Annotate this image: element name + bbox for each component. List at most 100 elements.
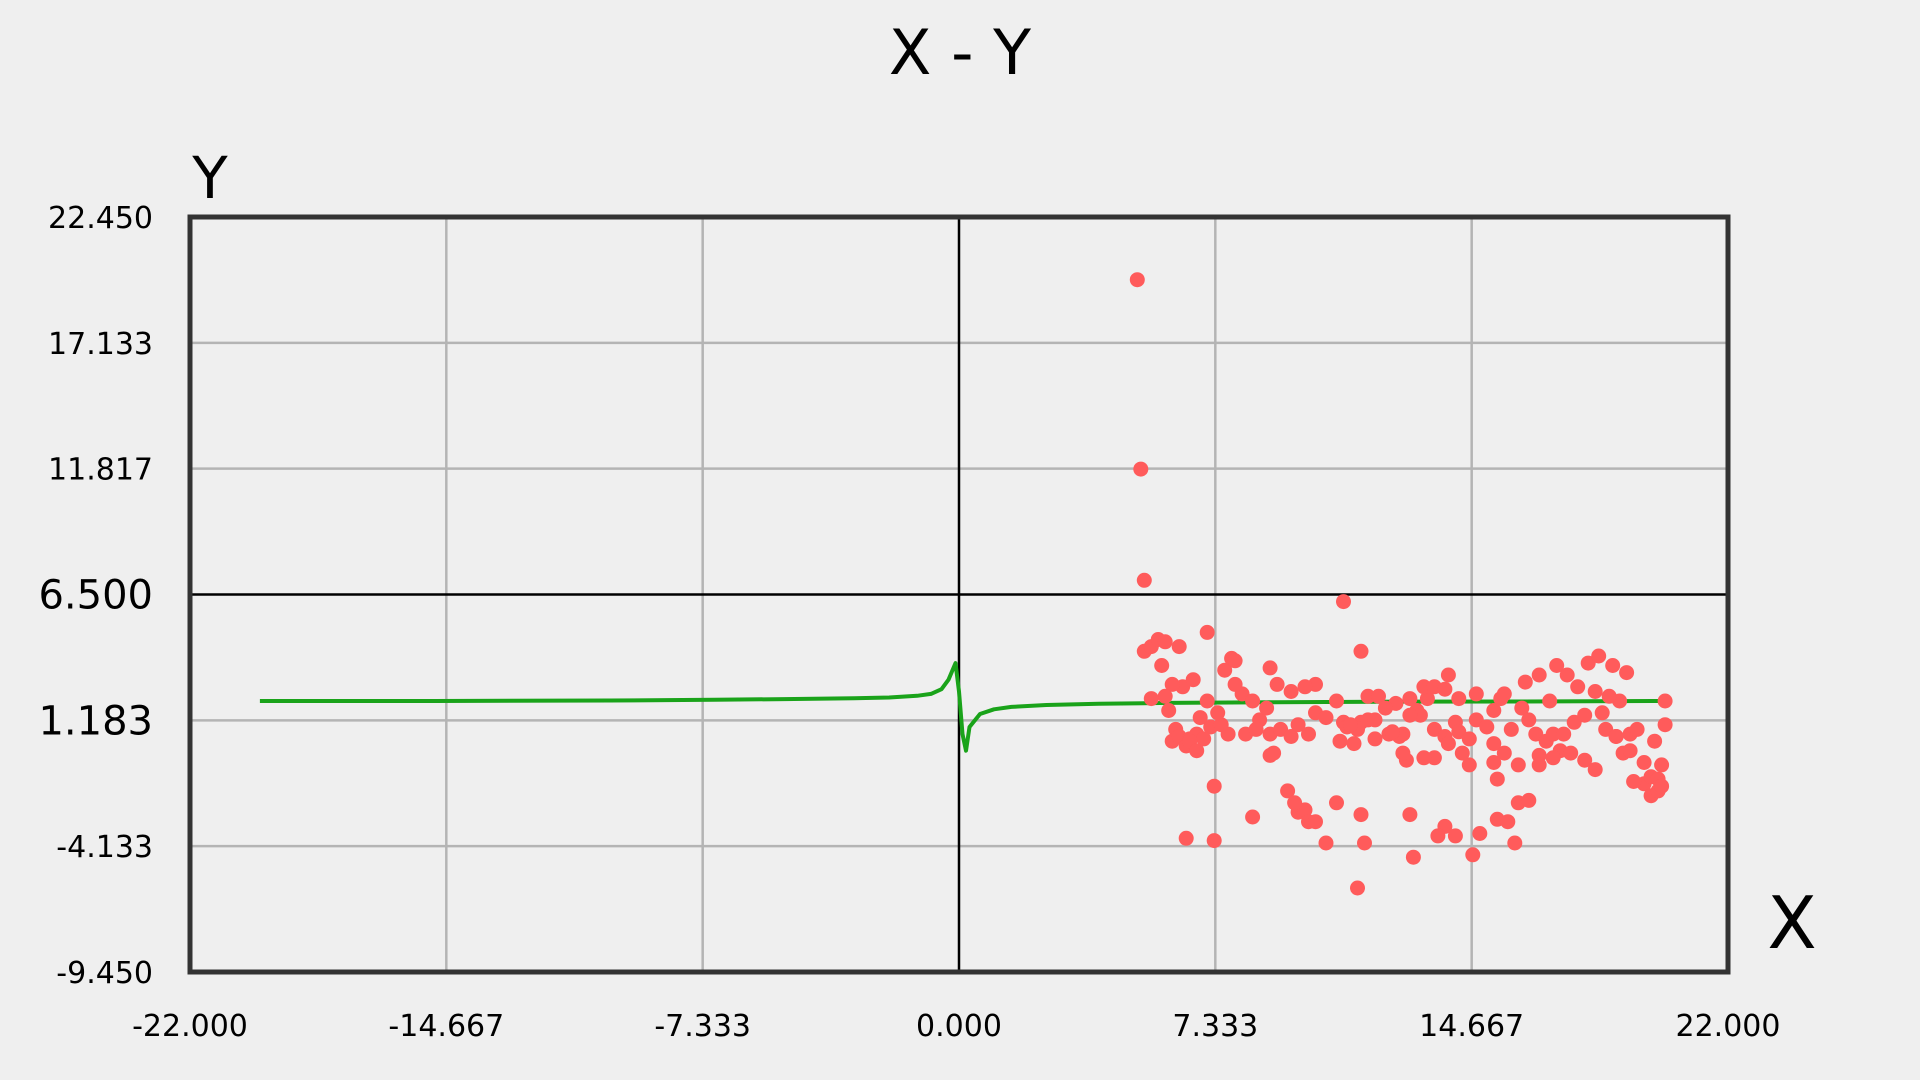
scatter-point xyxy=(1465,847,1481,863)
y-tick-label: 1.183 xyxy=(38,698,153,744)
scatter-point xyxy=(1367,731,1383,747)
plot-frame xyxy=(187,214,1731,975)
scatter-point xyxy=(1608,729,1624,744)
scatter-point xyxy=(1157,688,1173,704)
scatter-point xyxy=(1227,676,1243,692)
scatter-point xyxy=(1353,643,1369,659)
scatter-point xyxy=(1507,835,1523,851)
scatter-point xyxy=(1594,705,1610,721)
x-tick-label: 7.333 xyxy=(1172,1009,1258,1044)
scatter-point xyxy=(1654,757,1670,773)
scatter-point xyxy=(1199,624,1215,640)
scatter-point xyxy=(1440,667,1456,683)
scatter-point xyxy=(1273,721,1289,737)
scatter-point xyxy=(1336,594,1351,610)
scatter-point xyxy=(1489,771,1505,787)
scatter-point xyxy=(1245,693,1261,709)
scatter-point xyxy=(1262,660,1278,676)
scatter-point xyxy=(1346,736,1362,752)
x-tick-label: -22.000 xyxy=(132,1009,248,1044)
y-tick-label: -9.450 xyxy=(56,956,153,991)
scatter-point xyxy=(1269,676,1285,692)
scatter-point xyxy=(1619,665,1635,681)
scatter-point xyxy=(1570,679,1586,695)
scatter-point xyxy=(1531,667,1547,683)
scatter-point xyxy=(1287,795,1303,811)
x-tick-label: 14.667 xyxy=(1419,1009,1524,1044)
y-tick-label: -4.133 xyxy=(56,830,153,865)
scatter-point xyxy=(1206,778,1222,794)
scatter-point xyxy=(1430,828,1446,844)
scatter-point xyxy=(1451,691,1467,707)
scatter-point xyxy=(1514,700,1530,716)
scatter-point xyxy=(1542,693,1558,709)
scatter-point xyxy=(1245,809,1261,825)
scatter-point xyxy=(1329,795,1344,811)
scatter-point xyxy=(1461,731,1477,747)
scatter-point xyxy=(1377,700,1393,716)
scatter-point xyxy=(1290,717,1306,733)
scatter-point xyxy=(1454,745,1470,761)
scatter-point xyxy=(1486,755,1502,770)
scatter-point xyxy=(1129,272,1145,288)
scatter-point xyxy=(1647,733,1663,749)
scatter-point xyxy=(1280,783,1296,799)
scatter-point xyxy=(1461,757,1477,773)
scatter-point xyxy=(1496,686,1512,702)
scatter-point xyxy=(1384,724,1400,740)
scatter-point xyxy=(1451,724,1467,740)
scatter-point xyxy=(1468,686,1484,702)
scatter-point xyxy=(1472,826,1488,841)
scatter-point xyxy=(1626,774,1642,789)
scatter-point xyxy=(1301,726,1316,742)
scatter-point xyxy=(1580,655,1596,671)
scatter-point xyxy=(1171,639,1187,655)
scatter-point xyxy=(1259,700,1275,716)
scatter-point xyxy=(1185,672,1201,688)
scatter-point xyxy=(1206,833,1222,849)
scatter-point xyxy=(1503,721,1519,737)
scatter-point xyxy=(1545,750,1561,766)
scatter-point xyxy=(1308,814,1323,830)
scatter-point xyxy=(1500,814,1516,830)
scatter-point xyxy=(1136,572,1152,588)
scatter-point xyxy=(1657,693,1673,709)
tick-labels: -22.000 -14.667 -7.333 0.000 7.333 14.667 22.0… xyxy=(38,201,1780,1044)
scatter-point xyxy=(1416,750,1432,766)
data-series xyxy=(259,272,1673,896)
scatter-point xyxy=(1318,710,1334,726)
scatter-point xyxy=(1437,681,1453,697)
x-tick-label: -14.667 xyxy=(388,1009,504,1044)
scatter-point xyxy=(1545,726,1561,742)
scatter-point xyxy=(1360,688,1376,704)
scatter-point xyxy=(1405,849,1421,865)
y-tick-label: 22.450 xyxy=(48,201,153,236)
scatter-point xyxy=(1657,717,1673,733)
scatter-point xyxy=(1402,691,1418,707)
scatter-point xyxy=(1164,676,1180,692)
scatter-point xyxy=(1350,880,1365,896)
scatter-point xyxy=(1479,719,1495,735)
scatter-point xyxy=(1220,726,1236,742)
scatter-point xyxy=(1178,830,1194,846)
scatter-point xyxy=(1157,634,1173,650)
scatter-point xyxy=(1419,691,1435,707)
scatter-point xyxy=(1587,684,1603,699)
scatter-point xyxy=(1283,684,1299,699)
scatter-point xyxy=(1367,712,1383,728)
y-tick-label: 6.500 xyxy=(38,573,153,619)
scatter-point xyxy=(1601,688,1617,704)
scatter-point xyxy=(1496,745,1512,761)
chart-title: X - Y xyxy=(889,16,1031,89)
scatter-point xyxy=(1161,703,1177,718)
y-tick-label: 11.817 xyxy=(48,453,153,488)
scatter-point xyxy=(1416,679,1432,695)
scatter-point xyxy=(1143,691,1159,707)
scatter-point xyxy=(1517,674,1533,690)
scatter-point xyxy=(1353,807,1369,823)
scatter-point xyxy=(1329,693,1344,709)
x-tick-label: -7.333 xyxy=(654,1009,751,1044)
scatter-point xyxy=(1332,733,1348,749)
